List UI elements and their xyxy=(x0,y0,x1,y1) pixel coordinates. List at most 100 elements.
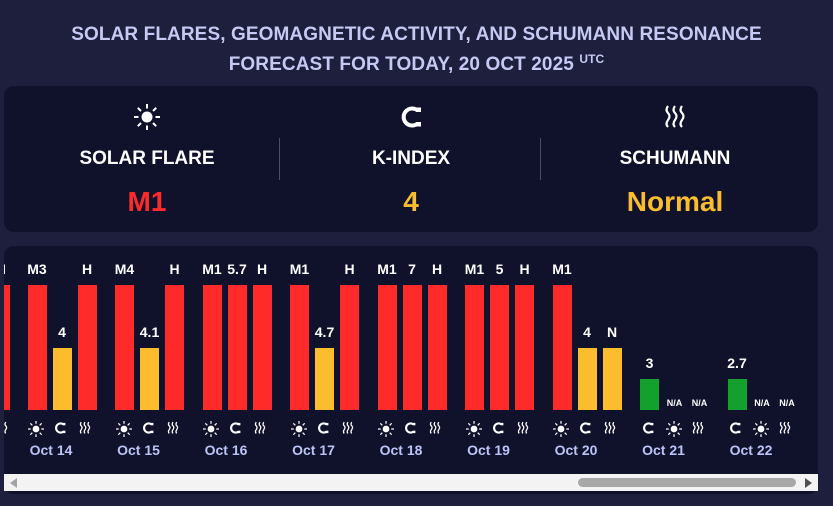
day-6-solar-bar xyxy=(465,285,484,410)
day-5-kindex-value-label: 7 xyxy=(408,261,416,277)
scroll-thumb[interactable] xyxy=(578,478,796,487)
day-5-solar-bar xyxy=(377,285,397,410)
horizontal-scrollbar[interactable] xyxy=(4,474,818,491)
magnet-icon xyxy=(491,421,509,437)
magnet-icon xyxy=(641,421,659,437)
title-line-1: SOLAR FLARES, GEOMAGNETIC ACTIVITY, AND … xyxy=(71,24,762,45)
magnet-icon xyxy=(578,421,596,437)
solar-flare-label: SOLAR FLARE xyxy=(79,148,215,169)
day-4-schumann-bar xyxy=(340,285,359,410)
date-label: Oct 19 xyxy=(467,442,510,458)
day-7-kindex-value-label: 4 xyxy=(583,323,591,340)
schumann-summary: SCHUMANN Normal xyxy=(540,86,810,232)
solar-flare-summary: SOLAR FLARE M1 xyxy=(12,86,282,232)
day-2-schumann-bar xyxy=(165,285,184,410)
k-index-label: K-INDEX xyxy=(371,148,451,169)
day-3-schumann-value-label: H xyxy=(256,261,268,277)
day-2-solar-value-label: M4 xyxy=(114,261,135,277)
magnet-icon xyxy=(403,421,421,437)
day-2-schumann-value-label: H xyxy=(169,261,180,277)
waves-icon xyxy=(778,421,796,437)
day-3-kindex-bar xyxy=(227,285,247,410)
day-7-solar-value-label: M1 xyxy=(552,261,572,277)
scroll-left-arrow-icon[interactable] xyxy=(10,478,17,488)
divider xyxy=(279,138,280,180)
magnet-icon xyxy=(316,421,334,437)
date-label: Oct 17 xyxy=(292,442,335,458)
day-6-kindex-value-label: 5 xyxy=(495,261,504,277)
day-5-kindex-bar xyxy=(402,285,422,410)
day-3-solar-value-label: M1 xyxy=(202,261,222,277)
sun-icon xyxy=(12,104,282,130)
day-4-solar-bar xyxy=(290,285,309,410)
day-6-schumann-value-label: H xyxy=(519,261,530,277)
waves-icon xyxy=(166,421,184,437)
date-label: Oct 14 xyxy=(29,442,73,458)
sun-icon xyxy=(378,421,396,437)
day-9-kindex-value-label: 2.7 xyxy=(727,354,747,371)
waves-icon xyxy=(516,421,534,437)
page-title: SOLAR FLARES, GEOMAGNETIC ACTIVITY, AND … xyxy=(0,22,833,77)
waves-icon xyxy=(78,421,96,437)
day-2-solar-bar xyxy=(115,285,134,410)
partial-bar xyxy=(4,285,10,410)
waves-icon xyxy=(540,104,810,130)
day-7-kindex-bar xyxy=(577,347,597,410)
utc-label: UTC xyxy=(579,52,605,66)
day-5-schumann-bar xyxy=(427,285,447,410)
solar-flare-value: M1 xyxy=(127,186,167,217)
day-1-kindex-bar xyxy=(52,347,72,410)
date-label: Oct 18 xyxy=(379,442,423,458)
date-label: Oct 16 xyxy=(204,442,248,458)
waves-icon xyxy=(341,421,359,437)
day-4-schumann-value-label: H xyxy=(344,261,355,277)
day-9-schumann-value-label: N/A xyxy=(779,398,795,408)
date-label: Oct 22 xyxy=(729,442,773,458)
day-8-solar-value-label: N/A xyxy=(666,398,683,408)
date-label: Oct 21 xyxy=(642,442,685,458)
day-7-solar-bar xyxy=(552,285,572,410)
divider xyxy=(540,138,541,180)
waves-icon xyxy=(603,421,621,437)
day-8-kindex-value-label: 3 xyxy=(645,354,654,371)
day-4-solar-value-label: M1 xyxy=(289,261,310,277)
title-line-2: FORECAST FOR TODAY, 20 OCT 2025 UTC xyxy=(0,47,833,77)
day-5-solar-value-label: M1 xyxy=(377,261,397,277)
summary-panel: SOLAR FLARE M1 K-INDEX 4 SCHUMANN Normal xyxy=(4,86,818,232)
sun-icon xyxy=(465,421,484,437)
forecast-chart[interactable]: IM3 4 H Oct 14 M4 4.1 H Oct 15 M1 5.7 H Oct 16 M1 4.7… xyxy=(4,246,818,494)
sun-icon xyxy=(553,421,571,437)
k-index-summary: K-INDEX 4 xyxy=(276,86,546,232)
sun-icon xyxy=(753,421,771,437)
day-6-schumann-bar xyxy=(515,285,534,410)
date-label: Oct 15 xyxy=(117,442,160,458)
day-1-schumann-bar xyxy=(77,285,97,410)
day-7-schumann-bar xyxy=(602,347,622,410)
k-index-value: 4 xyxy=(403,186,419,217)
day-9-solar-value-label: N/A xyxy=(754,398,770,408)
day-6-solar-value-label: M1 xyxy=(464,261,485,277)
magnet-icon xyxy=(228,421,246,437)
sun-icon xyxy=(28,421,46,437)
day-7-schumann-value-label: N xyxy=(606,323,618,340)
partial-bar-value-label: I xyxy=(4,261,24,277)
day-4-kindex-bar xyxy=(315,347,334,410)
day-5-schumann-value-label: H xyxy=(431,261,443,277)
magnet-icon xyxy=(276,104,546,130)
day-1-solar-bar xyxy=(27,285,47,410)
scroll-right-arrow-icon[interactable] xyxy=(805,478,812,488)
waves-icon xyxy=(428,421,446,437)
waves-icon xyxy=(691,421,709,437)
magnet-icon xyxy=(728,421,746,437)
day-2-kindex-value-label: 4.1 xyxy=(139,323,160,340)
schumann-label: SCHUMANN xyxy=(619,148,731,169)
day-9-kindex-bar xyxy=(727,378,747,410)
title-date: FORECAST FOR TODAY, 20 OCT 2025 xyxy=(228,54,574,75)
day-2-kindex-bar xyxy=(140,347,159,410)
day-8-kindex-bar xyxy=(640,378,659,410)
sun-icon xyxy=(290,421,309,437)
day-1-kindex-value-label: 4 xyxy=(58,323,66,340)
day-1-solar-value-label: M3 xyxy=(27,261,47,277)
sun-icon xyxy=(203,421,221,437)
magnet-icon xyxy=(141,421,159,437)
